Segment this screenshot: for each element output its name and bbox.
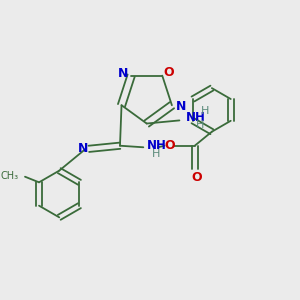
Text: N: N [176,100,186,113]
Text: H: H [201,106,210,116]
Text: NH: NH [186,111,206,124]
Text: O: O [191,171,202,184]
Text: O: O [164,66,174,79]
Text: N: N [77,142,88,155]
Text: H: H [196,120,204,130]
Text: O: O [164,139,175,152]
Text: CH₃: CH₃ [1,171,19,181]
Text: H: H [152,149,160,159]
Text: N: N [118,67,129,80]
Text: NH: NH [146,139,166,152]
